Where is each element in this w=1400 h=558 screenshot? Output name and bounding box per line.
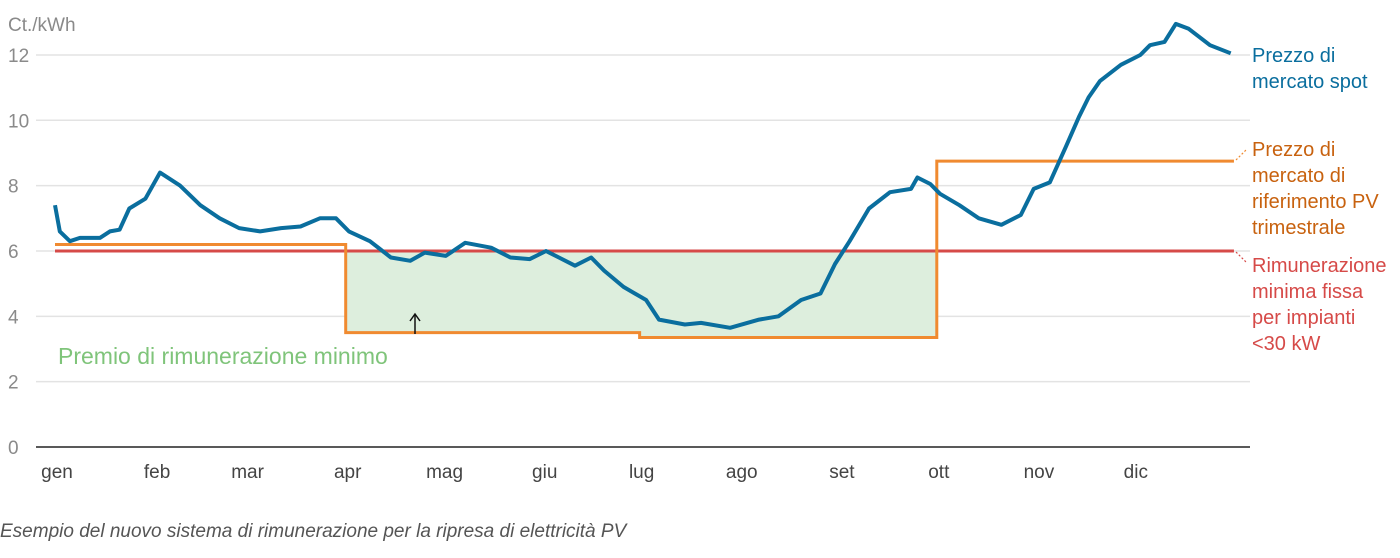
label-min-remuneration: per impianti [1252,307,1355,329]
label-reference-price: mercato di [1252,165,1345,187]
y-tick-label: 8 [8,177,19,198]
x-tick-label: set [829,462,855,483]
x-tick-label: feb [144,462,170,483]
series-line-spot-price [53,21,1232,330]
label-leader-orange [1235,149,1247,161]
label-reference-price: Prezzo di [1252,139,1335,161]
arrow-up-icon [409,312,421,334]
x-tick-label: gen [41,462,73,483]
x-tick-label: lug [629,462,654,483]
minimum-premium-area [345,250,937,338]
y-tick-label: 12 [8,46,29,67]
chart-caption: Esempio del nuovo sistema di rimunerazio… [0,521,627,542]
chart: Ct./kWh 0 2 4 6 8 10 12 gen feb mar apr mag giu lug a… [8,15,1387,483]
x-tick-label: ago [726,462,758,483]
x-tick-label: apr [334,462,362,483]
label-reference-price: riferimento PV [1252,191,1379,213]
label-min-remuneration: minima fissa [1252,281,1364,303]
y-tick-label: 2 [8,373,19,394]
y-tick-label: 4 [8,307,19,328]
label-spot-price: Prezzo di [1252,45,1335,67]
series-labels: Prezzo di mercato spot Prezzo di mercato di… [1252,45,1387,355]
x-tick-label: nov [1024,462,1055,483]
annotation-minimum-premium: Premio di rimunerazione minimo [58,343,388,369]
x-tick-label: dic [1124,462,1148,483]
y-ticks: 0 2 4 6 8 10 12 [8,46,29,459]
y-tick-label: 6 [8,242,19,263]
y-tick-label: 0 [8,438,19,459]
x-tick-label: mar [231,462,264,483]
x-tick-label: mag [426,462,463,483]
x-tick-label: ott [928,462,950,483]
x-tick-label: giu [532,462,557,483]
label-min-remuneration: Rimunerazione [1252,255,1387,277]
label-leader-red [1235,251,1247,263]
label-spot-price: mercato spot [1252,71,1368,93]
label-min-remuneration: <30 kW [1252,333,1320,355]
label-reference-price: trimestrale [1252,217,1345,239]
y-tick-label: 10 [8,111,29,132]
x-ticks: gen feb mar apr mag giu lug ago set ott nov dic [41,462,1148,483]
y-axis-label: Ct./kWh [8,15,76,36]
